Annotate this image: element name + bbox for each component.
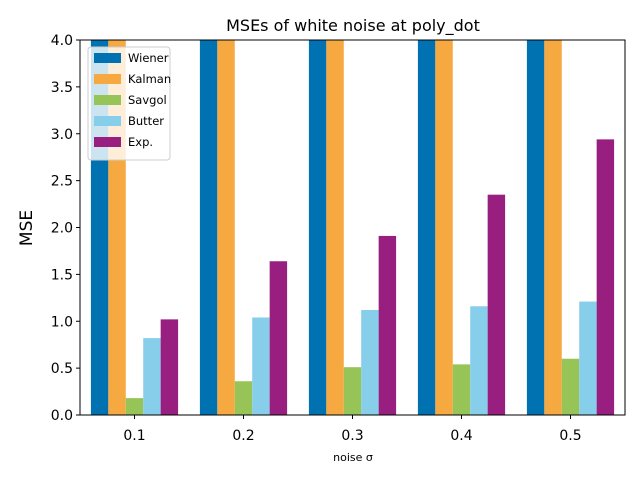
legend-swatch: [94, 95, 121, 105]
bar-butter-0.1: [143, 338, 161, 415]
bar-exp-0.4: [487, 194, 506, 415]
bar-butter-0.2: [252, 317, 270, 415]
bar-wiener-0.4: [417, 40, 436, 415]
legend-swatch: [94, 137, 121, 147]
bar-savgol-0.5: [561, 358, 580, 415]
legend-swatch: [94, 53, 121, 63]
bar-kalman-0.2: [217, 40, 235, 415]
x-tick-label: 0.5: [559, 428, 581, 444]
y-tick-label: 2.5: [51, 174, 73, 190]
legend-label: Savgol: [128, 93, 167, 107]
x-axis-label: noise σ: [333, 451, 373, 464]
bar-wiener-0.3: [308, 40, 327, 415]
bar-savgol-0.4: [452, 364, 471, 415]
legend-swatch: [94, 116, 121, 126]
x-tick-label: 0.4: [450, 428, 472, 444]
bar-wiener-0.2: [199, 40, 218, 415]
y-tick-label: 4.0: [51, 33, 73, 49]
legend-label: Kalman: [128, 72, 171, 86]
bar-savgol-0.3: [343, 367, 362, 415]
bar-wiener-0.5: [526, 40, 545, 415]
bar-butter-0.3: [361, 310, 379, 415]
x-tick-label: 0.1: [123, 428, 145, 444]
bars-group: [90, 40, 615, 415]
legend-label: Wiener: [128, 51, 169, 65]
bar-kalman-0.3: [326, 40, 344, 415]
y-tick-label: 3.0: [51, 127, 73, 143]
x-tick-label: 0.3: [341, 428, 363, 444]
bar-exp-0.3: [378, 235, 397, 415]
bar-exp-0.2: [269, 261, 288, 415]
legend-label: Butter: [128, 114, 164, 128]
legend-swatch: [94, 74, 121, 84]
x-tick-label: 0.2: [232, 428, 254, 444]
y-tick-label: 2.0: [51, 221, 73, 237]
bar-butter-0.5: [579, 301, 597, 415]
bar-butter-0.4: [470, 306, 488, 415]
bar-kalman-0.4: [435, 40, 453, 415]
chart-title: MSEs of white noise at poly_dot: [226, 16, 480, 36]
y-tick-label: 3.5: [51, 80, 73, 96]
bar-kalman-0.5: [544, 40, 562, 415]
y-tick-label: 1.0: [51, 314, 73, 330]
y-tick-label: 0.0: [51, 408, 73, 424]
y-axis-label: MSE: [17, 210, 37, 246]
x-ticks-group: 0.1 0.2 0.3 0.4 0.5: [123, 415, 582, 444]
y-ticks-group: 0.0 0.5 1.0 1.5 2.0 2.5 3.0 3.5 4.0: [51, 33, 80, 424]
plot-frame: [79, 39, 626, 416]
legend-label: Exp.: [128, 135, 153, 149]
bar-exp-0.5: [596, 139, 615, 415]
legend: Wiener Kalman Savgol Butter Exp.: [87, 46, 171, 161]
y-tick-label: 1.5: [51, 267, 73, 283]
y-tick-label: 0.5: [51, 361, 73, 377]
bar-exp-0.1: [160, 319, 179, 415]
bar-savgol-0.1: [125, 398, 144, 415]
bar-savgol-0.2: [234, 381, 253, 415]
